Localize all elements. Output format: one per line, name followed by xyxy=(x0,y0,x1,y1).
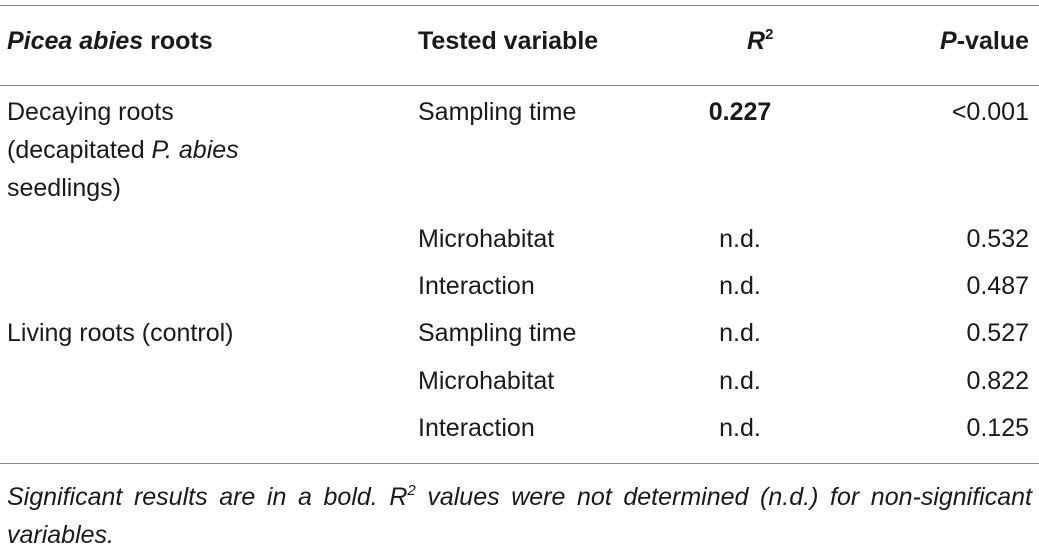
table-header-rule xyxy=(0,85,1039,86)
table-row-r2: n.d. xyxy=(719,225,761,253)
table-row-p: 0.822 xyxy=(966,367,1029,395)
table-row-r2: n.d. xyxy=(719,319,761,347)
table-row-r2: n.d. xyxy=(719,272,761,300)
table-row-r2: n.d. xyxy=(719,367,761,395)
header-species: Picea abies roots xyxy=(7,27,213,55)
table-top-rule xyxy=(0,5,1039,6)
group-label-decaying: Decaying roots (decapitated P. abies see… xyxy=(7,98,239,202)
table-row-variable: Interaction xyxy=(418,272,535,300)
table-footnote: Significant results are in a bold. R2 va… xyxy=(7,482,1032,549)
table-row-variable: Sampling time xyxy=(418,319,577,347)
table-row-p: 0.125 xyxy=(966,414,1029,442)
table-row-p: 0.527 xyxy=(966,319,1029,347)
table-row-variable: Sampling time xyxy=(418,98,577,126)
table-row-r2: 0.227 xyxy=(708,98,772,126)
header-p-value: P-value xyxy=(940,27,1029,55)
table-row-p: 0.532 xyxy=(966,225,1029,253)
group-label-living: Living roots (control) xyxy=(7,319,234,347)
table-row-variable: Interaction xyxy=(418,414,535,442)
table-row-variable: Microhabitat xyxy=(418,367,555,395)
table-row-variable: Microhabitat xyxy=(418,225,555,253)
table-row-p: <0.001 xyxy=(951,98,1029,126)
table-bottom-rule xyxy=(0,463,1039,464)
header-tested-variable: Tested variable xyxy=(418,27,599,55)
table-row-p: 0.487 xyxy=(966,272,1029,300)
table-row-r2: n.d. xyxy=(719,414,761,442)
header-r2: R2 xyxy=(747,26,774,55)
